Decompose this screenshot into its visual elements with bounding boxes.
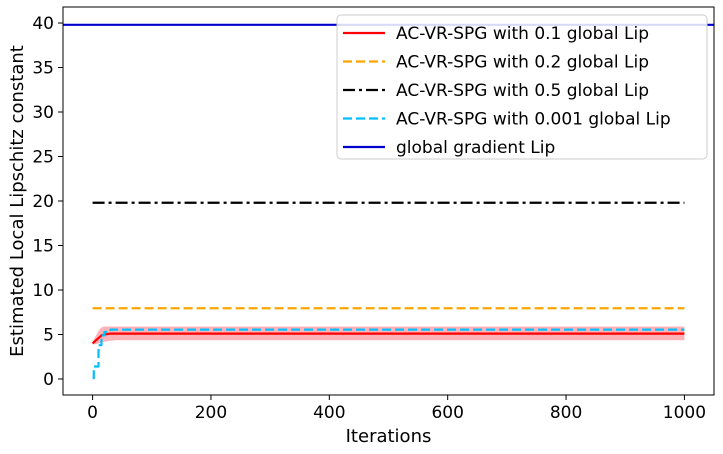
x-tick-label: 600 — [431, 403, 463, 423]
y-tick-label: 0 — [43, 370, 54, 390]
y-tick-label: 5 — [43, 325, 54, 345]
y-tick-label: 35 — [32, 59, 54, 79]
y-tick-label: 20 — [32, 192, 54, 212]
confidence-bands — [92, 326, 685, 345]
x-tick-label: 1000 — [663, 403, 706, 423]
y-axis-label: Estimated Local Lipschitz constant — [7, 45, 28, 357]
y-tick-label: 10 — [32, 281, 54, 301]
x-axis: 0 200 400 600 800 1000 — [87, 395, 706, 423]
x-axis-label: Iterations — [346, 426, 432, 447]
legend-box — [336, 14, 708, 160]
x-tick-label: 200 — [195, 403, 227, 423]
legend-label-2: AC-VR-SPG with 0.5 global Lip — [396, 81, 649, 101]
series-line-3 — [92, 328, 685, 380]
x-tick-label: 0 — [87, 403, 98, 423]
legend-label-4: global gradient Lip — [396, 138, 555, 158]
y-tick-label: 25 — [32, 148, 54, 168]
y-tick-label: 30 — [32, 103, 54, 123]
y-axis: 0 5 10 15 20 25 30 35 40 — [32, 14, 63, 390]
legend: AC-VR-SPG with 0.1 global Lip AC-VR-SPG w… — [336, 14, 708, 160]
legend-label-3: AC-VR-SPG with 0.001 global Lip — [396, 110, 671, 130]
series-band-0 — [92, 326, 685, 345]
y-tick-label: 15 — [32, 236, 54, 256]
y-tick-label: 40 — [32, 14, 54, 34]
x-tick-label: 400 — [313, 403, 345, 423]
legend-label-1: AC-VR-SPG with 0.2 global Lip — [396, 53, 649, 73]
x-tick-label: 800 — [550, 403, 582, 423]
legend-label-0: AC-VR-SPG with 0.1 global Lip — [396, 24, 649, 44]
